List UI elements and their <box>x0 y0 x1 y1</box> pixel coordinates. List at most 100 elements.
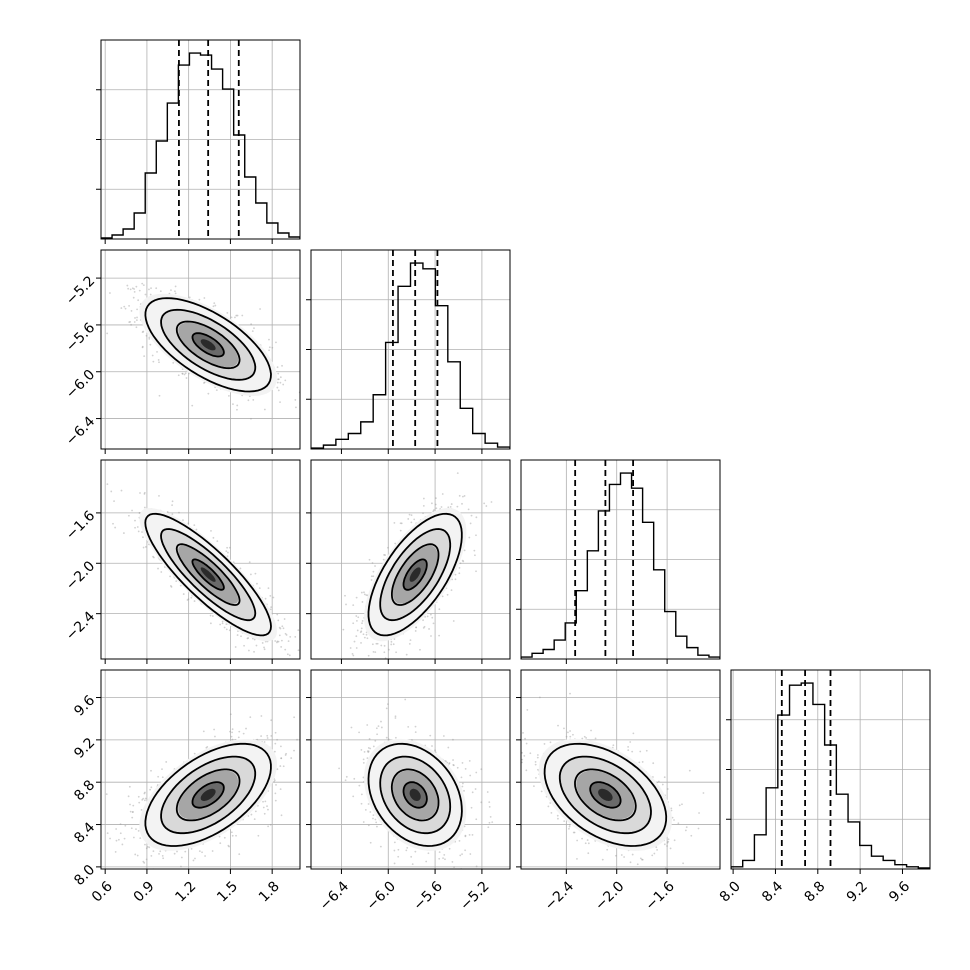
scatter-point <box>142 284 145 287</box>
scatter-point <box>148 337 151 340</box>
scatter-point <box>158 361 160 364</box>
y-tick-label: −2.0 <box>63 558 98 593</box>
scatter-point <box>141 531 143 533</box>
scatter-point <box>462 560 465 563</box>
scatter-point <box>458 566 461 569</box>
scatter-point <box>234 316 236 319</box>
scatter-point <box>234 646 237 648</box>
scatter-point <box>383 644 386 647</box>
scatter-point <box>414 630 417 632</box>
scatter-point <box>175 580 178 583</box>
scatter-point <box>363 636 366 639</box>
scatter-point <box>153 556 155 559</box>
scatter-point <box>128 321 131 323</box>
scatter-point <box>363 591 365 594</box>
scatter-point <box>370 579 373 581</box>
scatter-point <box>282 627 285 630</box>
scatter-point <box>253 638 256 641</box>
scatter-point <box>365 594 368 597</box>
density-fill <box>200 339 216 351</box>
scatter-point <box>227 394 230 397</box>
scatter-point <box>137 299 140 302</box>
scatter-point <box>267 587 270 590</box>
scatter-point <box>371 643 374 646</box>
scatter-point <box>410 521 413 524</box>
scatter-point <box>198 298 201 301</box>
scatter-point <box>277 378 279 381</box>
panel-frame <box>100 249 301 450</box>
scatter-point <box>210 529 212 532</box>
scatter-point <box>201 851 203 854</box>
scatter-point <box>124 307 127 310</box>
scatter-point <box>158 394 161 397</box>
scatter-point <box>330 679 332 681</box>
scatter-point <box>132 836 135 839</box>
scatter-point <box>461 559 464 562</box>
scatter-point <box>278 626 281 629</box>
y-tick-label: −2.4 <box>63 609 98 644</box>
scatter-point <box>249 716 252 719</box>
scatter-point <box>129 288 132 291</box>
scatter-point <box>469 522 472 525</box>
scatter-point <box>272 674 274 676</box>
scatter-point <box>134 519 136 522</box>
scatter-point <box>230 316 233 319</box>
scatter-point <box>209 614 212 617</box>
scatter-point <box>143 355 146 358</box>
scatter-point <box>138 801 141 804</box>
scatter-point <box>374 651 377 654</box>
scatter-point <box>193 524 196 527</box>
scatter-point <box>272 596 275 599</box>
scatter-point <box>422 619 424 622</box>
contour-line <box>160 308 257 381</box>
contour-line <box>144 297 272 393</box>
scatter-point <box>384 661 386 663</box>
scatter-point <box>186 599 189 601</box>
scatter-point <box>308 385 310 387</box>
scatter-point <box>408 642 411 645</box>
scatter-point <box>357 676 359 678</box>
scatter-point <box>387 648 390 651</box>
contour-line <box>391 543 440 606</box>
scatter-point <box>277 619 280 622</box>
hist-panel-1 <box>306 249 511 454</box>
panel-frame <box>310 249 511 450</box>
scatter-point <box>297 649 300 652</box>
scatter-point <box>355 596 358 599</box>
scatter-point <box>360 627 363 630</box>
scatter-point <box>172 361 175 364</box>
contour-line <box>367 512 463 637</box>
scatter-point <box>141 331 144 334</box>
scatter-point <box>461 502 463 505</box>
scatter-point <box>284 632 287 635</box>
scatter-point <box>247 815 250 817</box>
scatter-point <box>287 661 289 663</box>
scatter-point <box>360 630 363 633</box>
scatter-point <box>158 494 160 497</box>
scatter-point <box>130 310 133 312</box>
scatter-point <box>380 644 383 647</box>
scatter-point <box>176 850 178 853</box>
scatter-point <box>361 620 364 622</box>
scatter-point <box>275 341 277 344</box>
scatter-point <box>475 534 477 537</box>
scatter-point <box>280 814 283 817</box>
scatter-point <box>351 652 354 655</box>
scatter-point <box>216 540 219 543</box>
scatter-point <box>150 769 152 772</box>
scatter-point <box>193 600 196 602</box>
scatter-point <box>483 502 486 505</box>
scatter-point <box>387 546 389 549</box>
scatter-point <box>157 775 160 778</box>
scatter-point <box>405 653 408 656</box>
scatter-point <box>141 346 144 349</box>
scatter-point <box>181 372 184 375</box>
scatter-point <box>226 311 229 314</box>
scatter-point <box>134 317 136 319</box>
hist-panel-2 <box>516 459 721 664</box>
scatter-point <box>431 616 434 619</box>
scatter-point <box>345 603 347 606</box>
scatter-point <box>475 516 478 519</box>
scatter-point <box>368 558 371 561</box>
scatter-point <box>277 640 280 643</box>
